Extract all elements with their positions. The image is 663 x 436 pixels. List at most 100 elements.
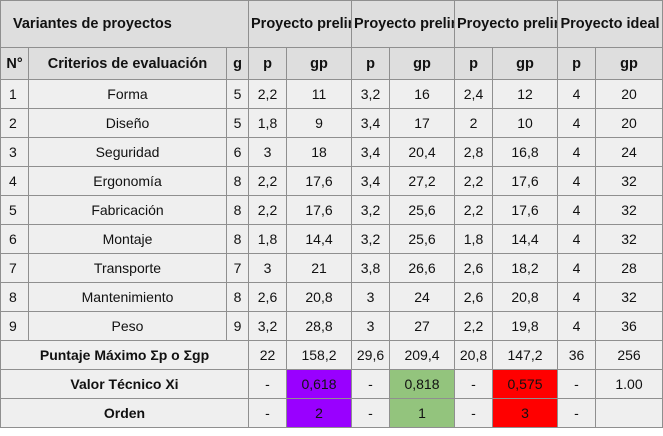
puntaje-gp1: 158,2 [286,340,352,370]
table-row: 3 Seguridad 6 3 18 3,4 20,4 2,8 16,8 4 24 [0,137,663,167]
gp3-value: 17,6 [492,195,558,225]
weight-g: 6 [226,137,249,167]
orden-p2: - [351,398,390,428]
row-number: 3 [0,137,29,167]
valor-tecnico-proyecto-2: 0,818 [389,369,455,399]
project-1-header: Proyecto preliminar 1 [248,0,352,48]
row-number: 9 [0,311,29,341]
p2-value: 3,8 [351,253,390,283]
col-g-header: g [226,47,249,80]
valor-tecnico-label: Valor Técnico Xi [0,369,249,399]
pideal-value: 4 [557,195,596,225]
criterion-name: Ergonomía [28,166,227,196]
project-3-header: Proyecto preliminar 3 [454,0,558,48]
gp3-value: 12 [492,79,558,109]
puntaje-p1: 22 [248,340,287,370]
table-row: 9 Peso 9 3,2 28,8 3 27 2,2 19,8 4 36 [0,311,663,341]
gpideal-value: 32 [595,166,663,196]
criterion-name: Diseño [28,108,227,138]
table-row: 2 Diseño 5 1,8 9 3,4 17 2 10 4 20 [0,108,663,138]
pideal-value: 4 [557,282,596,312]
gp2-value: 27 [389,311,455,341]
valor-tecnico-p3: - [454,369,493,399]
gp3-value: 20,8 [492,282,558,312]
criteria-body: 1 Forma 5 2,2 11 3,2 16 2,4 12 4 20 2 Diseño 5 1,8 9 3,… [0,79,663,428]
p1-value: 2,2 [248,79,287,109]
gp2-value: 20,4 [389,137,455,167]
gp3-value: 10 [492,108,558,138]
gp3-value: 19,8 [492,311,558,341]
gp1-value: 11 [286,79,352,109]
col-p3-header: p [454,47,493,80]
criterion-name: Montaje [28,224,227,254]
col-number-header: N° [0,47,29,80]
gp1-value: 9 [286,108,352,138]
p3-value: 2 [454,108,493,138]
header-row-projects: Variantes de proyectos Proyecto prelimin… [0,0,663,48]
p3-value: 2,8 [454,137,493,167]
p2-value: 3,2 [351,79,390,109]
gp1-value: 17,6 [286,195,352,225]
criterion-name: Peso [28,311,227,341]
gp2-value: 26,6 [389,253,455,283]
p3-value: 2,6 [454,253,493,283]
valor-tecnico-row: Valor Técnico Xi - 0,618 - 0,818 - 0,575… [0,369,663,399]
p1-value: 3 [248,253,287,283]
p3-value: 2,6 [454,282,493,312]
col-gp2-header: gp [389,47,455,80]
weight-g: 9 [226,311,249,341]
gp1-value: 20,8 [286,282,352,312]
weight-g: 7 [226,253,249,283]
orden-row: Orden - 2 - 1 - 3 - [0,398,663,428]
p1-value: 3 [248,137,287,167]
p2-value: 3,2 [351,224,390,254]
p1-value: 2,2 [248,195,287,225]
puntaje-gpideal: 256 [595,340,663,370]
gpideal-value: 32 [595,282,663,312]
weight-g: 8 [226,282,249,312]
col-gpideal-header: gp [595,47,663,80]
p1-value: 1,8 [248,108,287,138]
puntaje-row: Puntaje Máximo Σp o Σgp 22 158,2 29,6 20… [0,340,663,370]
weight-g: 8 [226,166,249,196]
criterion-name: Transporte [28,253,227,283]
row-number: 2 [0,108,29,138]
p2-value: 3,2 [351,195,390,225]
gp2-value: 25,6 [389,195,455,225]
orden-proyecto-3: 3 [492,398,558,428]
gp1-value: 18 [286,137,352,167]
p1-value: 2,2 [248,166,287,196]
row-number: 8 [0,282,29,312]
orden-p3: - [454,398,493,428]
gp3-value: 17,6 [492,166,558,196]
header-row-columns: N° Criterios de evaluación g p gp p gp p… [0,47,663,80]
gp2-value: 17 [389,108,455,138]
orden-label: Orden [0,398,249,428]
p2-value: 3 [351,282,390,312]
col-pideal-header: p [557,47,596,80]
criterion-name: Fabricación [28,195,227,225]
pideal-value: 4 [557,79,596,109]
valor-tecnico-pideal: - [557,369,596,399]
p3-value: 1,8 [454,224,493,254]
row-number: 6 [0,224,29,254]
gp1-value: 28,8 [286,311,352,341]
table-row: 1 Forma 5 2,2 11 3,2 16 2,4 12 4 20 [0,79,663,109]
orden-p1: - [248,398,287,428]
table-row: 7 Transporte 7 3 21 3,8 26,6 2,6 18,2 4 28 [0,253,663,283]
orden-proyecto-2: 1 [389,398,455,428]
puntaje-gp2: 209,4 [389,340,455,370]
valor-tecnico-proyecto-1: 0,618 [286,369,352,399]
variantes-header: Variantes de proyectos [0,0,249,48]
p3-value: 2,4 [454,79,493,109]
p1-value: 3,2 [248,311,287,341]
project-ideal-header: Proyecto ideal [557,0,663,48]
valor-tecnico-p1: - [248,369,287,399]
pideal-value: 4 [557,253,596,283]
criterion-name: Mantenimiento [28,282,227,312]
gpideal-value: 28 [595,253,663,283]
weight-g: 5 [226,108,249,138]
puntaje-pideal: 36 [557,340,596,370]
pideal-value: 4 [557,311,596,341]
orden-pideal: - [557,398,596,428]
